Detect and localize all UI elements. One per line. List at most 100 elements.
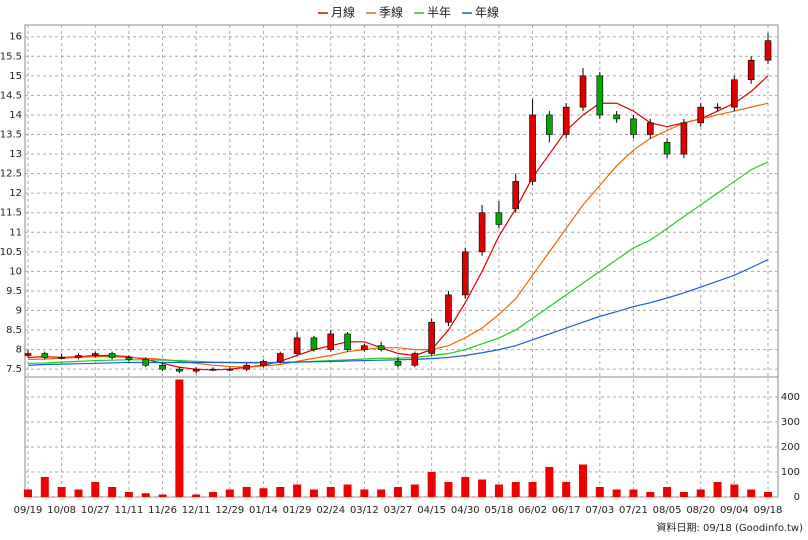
volume-bar (175, 379, 184, 497)
x-tick-label: 09/04 (720, 505, 749, 516)
y-tick-label: 15 (9, 71, 22, 82)
candle-body (478, 212, 486, 253)
volume-bar (242, 487, 251, 497)
volume-bar (595, 487, 604, 497)
volume-bar (444, 482, 453, 497)
y-tick-label: 11.5 (0, 208, 22, 219)
legend-label: 年線 (475, 5, 499, 20)
x-tick-label: 03/27 (384, 505, 413, 516)
volume-bar (764, 492, 772, 497)
volume-bar (696, 489, 705, 497)
legend-label: 半年 (427, 6, 451, 20)
candle-body (159, 364, 166, 370)
y-tick-label: 14.5 (0, 90, 22, 101)
volume-bar (141, 493, 150, 497)
y-tick-label: 14 (9, 110, 22, 121)
plot-frame (24, 24, 779, 498)
volume-bar (646, 492, 655, 497)
x-tick-label: 01/29 (283, 505, 312, 516)
y-tick-label: 8 (16, 345, 22, 356)
volume-bar (108, 487, 117, 497)
volume-bar (562, 482, 571, 497)
volume-bar (259, 488, 268, 497)
candle-body (579, 75, 587, 108)
y-tick-label: 15.5 (0, 51, 22, 62)
volume-bar (24, 489, 32, 497)
volume-bar (528, 482, 537, 497)
candle-body (192, 368, 200, 372)
legend-label: 季線 (379, 5, 403, 20)
y-tick-label: 12 (9, 188, 22, 199)
y-tick-label: 10 (9, 266, 22, 277)
candle-body (361, 345, 368, 350)
candle-body (461, 251, 469, 296)
volume-bar (209, 492, 217, 497)
volume-bar (57, 487, 66, 497)
volume-bar (309, 489, 318, 497)
y-tick-label: 7.5 (6, 364, 22, 375)
x-tick-label: 08/20 (686, 505, 715, 516)
volume-bar (74, 489, 83, 497)
x-tick-label: 10/08 (47, 505, 76, 516)
candle-body (394, 361, 402, 366)
candle-body (260, 361, 267, 366)
x-tick-label: 03/12 (350, 505, 379, 516)
y-tick-label: 9.5 (6, 286, 22, 297)
candle-body (243, 364, 250, 370)
volume-bar (730, 484, 739, 497)
candle-body (226, 368, 234, 371)
candle-body (714, 106, 721, 109)
y2-tick-label: 300 (781, 417, 800, 428)
volume-bar (478, 479, 487, 497)
volume-bar (612, 489, 621, 497)
candle-body (428, 321, 435, 354)
x-tick-label: 04/15 (417, 505, 446, 516)
x-tick-label: 05/18 (484, 505, 513, 516)
x-tick-label: 09/18 (754, 505, 783, 516)
candle-body (276, 353, 284, 362)
x-tick-label: 01/14 (249, 505, 278, 516)
candle-body (41, 353, 49, 358)
candle-body (764, 40, 772, 61)
volume-bar (579, 464, 587, 497)
y2-tick-label: 400 (781, 392, 800, 403)
volume-bar (343, 484, 352, 497)
candle-body (731, 79, 738, 108)
candle-body (344, 333, 351, 350)
volume-bar (394, 487, 402, 497)
y-tick-label: 13.5 (0, 130, 22, 141)
candle-body (377, 345, 385, 350)
volume-bar (360, 489, 369, 497)
volume-bar (192, 494, 201, 497)
x-tick-label: 08/05 (653, 505, 682, 516)
candle-body (209, 368, 217, 371)
candle-body (512, 181, 520, 210)
y2-tick-label: 0 (794, 492, 800, 503)
candle-body (680, 122, 688, 155)
x-tick-label: 02/24 (316, 505, 345, 516)
volume-bar (545, 467, 554, 497)
candle-body (58, 357, 65, 359)
y-tick-label: 8.5 (6, 325, 22, 336)
candle-body (142, 359, 150, 366)
footer: 資料日期: 09/18 (Goodinfo.tw) (656, 521, 803, 534)
x-tick-label: 06/02 (518, 505, 547, 516)
candle-body (529, 114, 536, 182)
volume-bar (629, 489, 638, 497)
y2-tick-label: 100 (781, 467, 800, 478)
volume-bar (410, 484, 419, 497)
candle-body (562, 106, 570, 135)
volume-bar (663, 487, 672, 497)
candle-body (697, 106, 705, 124)
x-tick-label: 12/11 (182, 505, 211, 516)
volume-bar (494, 484, 503, 497)
candle-body (495, 212, 503, 225)
y-tick-label: 10.5 (0, 247, 22, 258)
volume-bar (713, 482, 722, 497)
x-tick-label: 07/21 (619, 505, 648, 516)
x-tick-label: 06/17 (552, 505, 581, 516)
volume-bar (377, 489, 386, 497)
ma-line (27, 75, 769, 371)
candle-body (747, 59, 755, 81)
